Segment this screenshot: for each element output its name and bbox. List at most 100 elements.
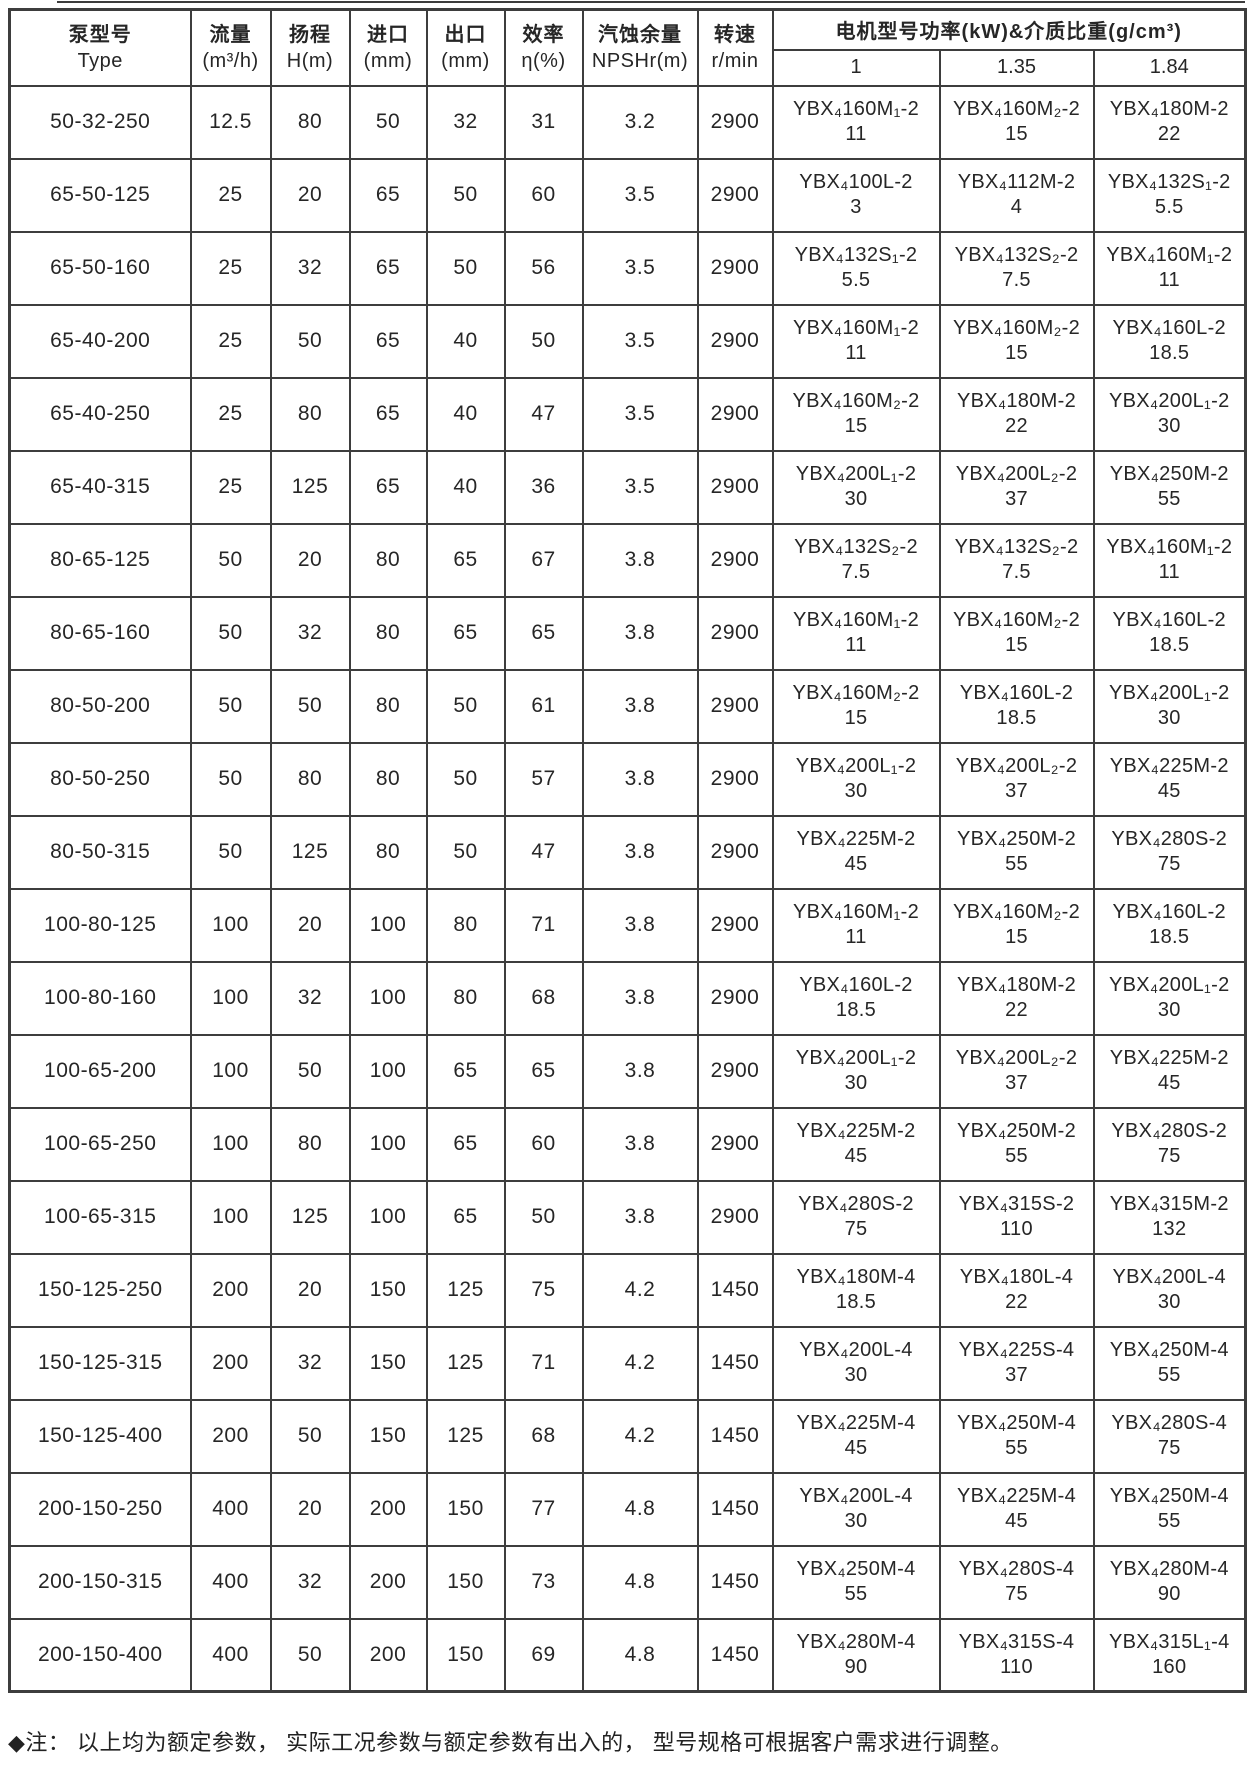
header-flow-unit: (m³/h) [202, 49, 259, 72]
cell-flow: 400 [189, 1617, 272, 1693]
cell-flow: 50 [189, 595, 272, 671]
motor-power: 45 [844, 1145, 868, 1167]
cell-motor: YBX₄225M-4 45 [771, 1398, 941, 1474]
motor-model: YBX₄160M₂-2 [952, 98, 1081, 120]
motor-power: 5.5 [1154, 196, 1184, 218]
header-efficiency: 效率 η(%) [503, 8, 584, 87]
cell-efficiency: 60 [503, 157, 584, 233]
cell-efficiency: 31 [503, 84, 584, 160]
motor-power: 55 [1157, 1364, 1181, 1386]
motor-model: YBX₄250M-2 [1109, 463, 1229, 485]
cell-head: 50 [269, 668, 351, 744]
header-inlet: 进口 (mm) [348, 8, 428, 87]
motor-model: YBX₄250M-2 [957, 1120, 1076, 1142]
cell-motor: YBX₄160M₁-2 11 [771, 887, 941, 963]
header-speed-cn: 转速 [714, 23, 756, 46]
cell-efficiency: 56 [503, 230, 584, 306]
motor-model: YBX₄160M₂-2 [952, 901, 1081, 923]
header-efficiency-unit: η(%) [521, 49, 566, 72]
cell-flow: 200 [189, 1325, 272, 1401]
cell-outlet: 50 [425, 814, 506, 890]
cell-flow: 50 [189, 814, 272, 890]
cell-motor: YBX₄280M-4 90 [1092, 1544, 1247, 1620]
motor-power: 15 [844, 415, 868, 437]
header-npshr: 汽蚀余量 NPSHr(m) [581, 8, 699, 87]
cell-motor: YBX₄160M₁-2 11 [1092, 230, 1247, 306]
top-rule-line [57, 1, 1245, 3]
cell-speed: 1450 [696, 1471, 774, 1547]
header-inlet-unit: (mm) [363, 49, 413, 72]
motor-power: 7.5 [841, 561, 871, 583]
motor-model: YBX₄132S₁-2 [1107, 171, 1231, 193]
cell-motor: YBX₄200L₂-2 37 [938, 741, 1095, 817]
motor-power: 18.5 [1149, 926, 1190, 948]
cell-efficiency: 57 [503, 741, 584, 817]
header-head-cn: 扬程 [289, 23, 331, 46]
cell-efficiency: 71 [503, 887, 584, 963]
cell-pump-type: 150-125-250 [8, 1252, 192, 1328]
cell-head: 32 [269, 960, 351, 1036]
cell-motor: YBX₄250M-4 55 [771, 1544, 941, 1620]
cell-motor: YBX₄200L-4 30 [771, 1325, 941, 1401]
cell-speed: 2900 [696, 522, 774, 598]
cell-npshr: 3.8 [581, 668, 699, 744]
cell-head: 20 [269, 1252, 351, 1328]
cell-efficiency: 47 [503, 376, 584, 452]
pump-spec-table: 泵型号 Type 流量 (m³/h) 扬程 H(m) 进口 (mm) 出口 (m… [8, 8, 1247, 1693]
motor-model: YBX₄160M₂-2 [952, 317, 1081, 339]
motor-model: YBX₄200L₂-2 [955, 755, 1078, 777]
cell-head: 32 [269, 595, 351, 671]
cell-pump-type: 65-50-125 [8, 157, 192, 233]
cell-speed: 1450 [696, 1617, 774, 1693]
motor-power: 37 [1005, 780, 1028, 802]
cell-motor: YBX₄200L₁-2 30 [1092, 668, 1247, 744]
motor-model: YBX₄160M₁-2 [1106, 536, 1233, 558]
motor-model: YBX₄225M-2 [1109, 755, 1229, 777]
cell-motor: YBX₄160M₂-2 15 [771, 376, 941, 452]
cell-speed: 2900 [696, 84, 774, 160]
cell-motor: YBX₄315S-2 110 [938, 1179, 1095, 1255]
cell-head: 125 [269, 814, 351, 890]
motor-model: YBX₄180M-4 [796, 1266, 916, 1288]
cell-inlet: 100 [348, 1179, 428, 1255]
motor-power: 15 [1005, 926, 1028, 948]
cell-outlet: 125 [425, 1398, 506, 1474]
cell-motor: YBX₄160L-2 18.5 [1092, 887, 1247, 963]
motor-model: YBX₄250M-4 [1109, 1485, 1229, 1507]
header-efficiency-cn: 效率 [522, 23, 565, 46]
cell-motor: YBX₄180M-2 22 [1092, 84, 1247, 160]
cell-outlet: 150 [425, 1617, 506, 1693]
cell-motor: YBX₄160L-2 18.5 [938, 668, 1095, 744]
motor-model: YBX₄180M-2 [1109, 98, 1229, 120]
motor-power: 15 [1005, 123, 1028, 145]
motor-power: 30 [1157, 999, 1181, 1021]
cell-inlet: 80 [348, 522, 428, 598]
motor-power: 30 [844, 1510, 868, 1532]
cell-outlet: 125 [425, 1252, 506, 1328]
cell-head: 125 [269, 449, 351, 525]
cell-head: 50 [269, 1398, 351, 1474]
motor-model: YBX₄160M₂-2 [792, 390, 920, 412]
cell-flow: 50 [189, 668, 272, 744]
motor-power: 18.5 [1149, 634, 1190, 656]
cell-head: 50 [269, 1617, 351, 1693]
cell-npshr: 3.5 [581, 303, 699, 379]
motor-model: YBX₄225M-2 [796, 1120, 916, 1142]
motor-model: YBX₄280S-4 [1111, 1412, 1228, 1434]
motor-model: YBX₄225M-2 [796, 828, 916, 850]
cell-motor: YBX₄280S-2 75 [1092, 1106, 1247, 1182]
table-row: 80-65-160 50 32 80 65 65 3.8 2900 YBX₄160M₁-2 11 Y… [8, 595, 1247, 671]
motor-model: YBX₄160M₁-2 [1106, 244, 1233, 266]
cell-motor: YBX₄100L-2 3 [771, 157, 941, 233]
cell-motor: YBX₄132S₂-2 7.5 [938, 230, 1095, 306]
cell-pump-type: 150-125-315 [8, 1325, 192, 1401]
cell-motor: YBX₄160M₁-2 11 [1092, 522, 1247, 598]
cell-npshr: 3.5 [581, 230, 699, 306]
cell-efficiency: 65 [503, 1033, 584, 1109]
cell-inlet: 80 [348, 668, 428, 744]
cell-inlet: 65 [348, 303, 428, 379]
cell-pump-type: 150-125-400 [8, 1398, 192, 1474]
cell-outlet: 65 [425, 1179, 506, 1255]
cell-inlet: 200 [348, 1544, 428, 1620]
cell-motor: YBX₄280S-4 75 [1092, 1398, 1247, 1474]
